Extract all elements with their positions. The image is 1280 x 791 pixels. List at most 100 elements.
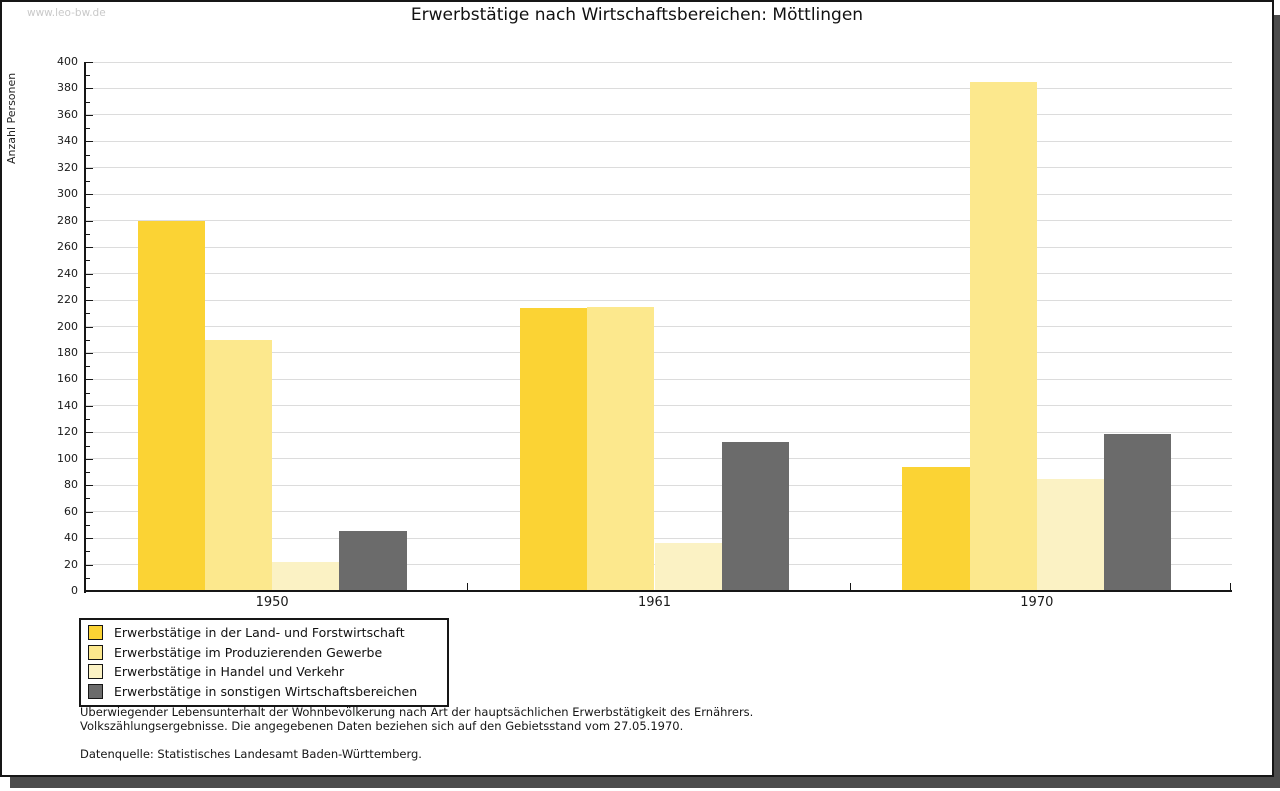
y-major-tick [86, 114, 93, 116]
y-major-tick [86, 564, 93, 566]
x-category-label: 1970 [1020, 595, 1054, 610]
footnote-block: Überwiegender Lebensunterhalt der Wohnbe… [80, 705, 754, 733]
y-major-tick [86, 405, 93, 407]
bar-1970-series3 [1036, 478, 1105, 591]
legend: Erwerbstätige in der Land- und Forstwirt… [79, 618, 449, 707]
y-minor-tick [86, 392, 90, 394]
y-tick-label: 100 [57, 451, 78, 465]
y-tick-label: 320 [57, 160, 78, 174]
y-major-tick [86, 538, 93, 540]
grid-line [86, 220, 1232, 222]
y-major-tick [86, 379, 93, 381]
legend-swatch-series4 [88, 683, 103, 699]
y-major-tick [86, 167, 93, 169]
y-tick-label: 340 [57, 134, 78, 148]
y-minor-tick [86, 260, 90, 262]
x-boundary-tick [849, 583, 851, 591]
y-tick-label: 240 [57, 266, 78, 280]
y-minor-tick [86, 419, 90, 421]
y-tick-label: 400 [57, 55, 78, 68]
grid-line [86, 273, 1232, 275]
y-major-tick [86, 194, 93, 196]
legend-label: Erwerbstätige im Produzierenden Gewerbe [114, 644, 383, 660]
y-major-tick [86, 432, 93, 434]
y-tick-label: 260 [57, 240, 78, 254]
bar-1961-series4 [721, 441, 790, 591]
legend-row: Erwerbstätige in sonstigen Wirtschaftsbe… [88, 682, 441, 702]
y-minor-tick [86, 524, 90, 526]
footnote-line-1: Überwiegender Lebensunterhalt der Wohnbe… [80, 705, 754, 719]
y-major-tick [86, 300, 93, 302]
legend-label: Erwerbstätige in der Land- und Forstwirt… [114, 625, 405, 641]
y-minor-tick [86, 551, 90, 553]
grid-line [86, 458, 1232, 460]
grid-line [86, 537, 1232, 539]
grid-line [86, 61, 1232, 63]
bar-1970-series1 [902, 466, 970, 591]
y-major-tick [86, 352, 93, 354]
y-tick-label: 20 [64, 557, 78, 571]
grid-line [86, 246, 1232, 248]
x-category-label: 1950 [255, 595, 289, 610]
y-minor-tick [86, 286, 90, 288]
y-tick-label: 180 [57, 345, 78, 359]
legend-swatch-series2 [88, 644, 103, 660]
y-tick-label: 0 [71, 584, 78, 597]
y-minor-tick [86, 313, 90, 315]
y-major-tick [86, 485, 93, 487]
grid-line [86, 405, 1232, 407]
bar-1970-series2 [969, 81, 1037, 591]
bar-1961-series3 [654, 543, 722, 591]
y-minor-tick [86, 339, 90, 341]
legend-swatch-series3 [88, 664, 103, 680]
bar-1961-series2 [587, 306, 655, 591]
legend-swatch-series1 [88, 625, 103, 641]
y-tick-label: 220 [57, 293, 78, 307]
y-axis-title: Anzahl Personen [5, 72, 18, 164]
legend-label: Erwerbstätige in sonstigen Wirtschaftsbe… [114, 683, 418, 699]
y-minor-tick [86, 207, 90, 209]
y-tick-label: 80 [64, 478, 78, 492]
y-major-tick [86, 220, 93, 222]
bar-1950-series2 [204, 339, 273, 591]
y-tick-label: 40 [64, 531, 78, 545]
grid-line [86, 352, 1232, 354]
grid-line [86, 378, 1232, 380]
y-major-tick [86, 273, 93, 275]
y-tick-label: 360 [57, 107, 78, 121]
plot-area [85, 61, 1232, 591]
bar-1950-series3 [272, 561, 340, 591]
bar-1950-series1 [137, 220, 205, 591]
y-tick-label: 300 [57, 187, 78, 201]
y-axis-line [84, 62, 86, 593]
x-category-label: 1961 [637, 595, 672, 610]
footnote-line-2: Volkszählungsergebnisse. Die angegebenen… [80, 718, 684, 733]
bar-1970-series4 [1104, 433, 1172, 591]
legend-row: Erwerbstätige in Handel und Verkehr [88, 662, 441, 682]
y-major-tick [86, 62, 93, 63]
legend-row: Erwerbstätige in der Land- und Forstwirt… [88, 623, 441, 643]
grid-line [86, 87, 1232, 89]
grid-line [86, 193, 1232, 195]
grid-line [86, 431, 1232, 433]
watermark: www.leo-bw.de [27, 7, 106, 19]
grid-line [86, 167, 1232, 169]
y-minor-tick [86, 75, 90, 77]
y-minor-tick [86, 445, 90, 447]
y-major-tick [86, 326, 93, 328]
x-end-tick [1230, 583, 1231, 591]
y-tick-label: 280 [57, 213, 78, 227]
y-minor-tick [86, 471, 90, 473]
grid-line [86, 140, 1232, 142]
legend-label: Erwerbstätige in Handel und Verkehr [114, 664, 345, 680]
y-major-tick [86, 458, 93, 460]
y-tick-label: 200 [57, 319, 78, 333]
y-minor-tick [86, 366, 90, 368]
legend-row: Erwerbstätige im Produzierenden Gewerbe [88, 643, 441, 663]
y-tick-label: 380 [57, 81, 78, 95]
y-minor-tick [86, 128, 90, 130]
y-major-tick [86, 511, 93, 513]
y-tick-label: 60 [64, 504, 78, 518]
y-major-tick [86, 591, 93, 592]
y-major-tick [86, 88, 93, 90]
